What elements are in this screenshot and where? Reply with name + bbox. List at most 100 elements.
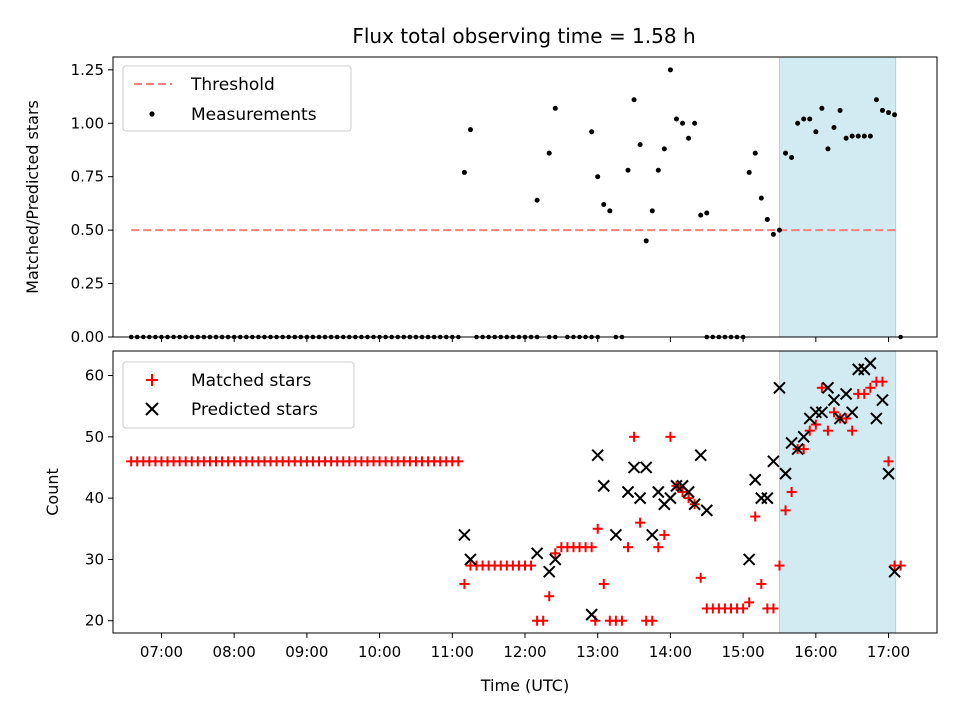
matched-point	[592, 523, 603, 534]
matched-point	[877, 376, 888, 387]
bottom-xtick-label: 07:00	[140, 643, 183, 661]
measurement-point	[595, 174, 601, 180]
measurement-point	[776, 227, 782, 233]
predicted-point	[755, 491, 768, 505]
top-ytick-label: 0.50	[71, 221, 104, 239]
measurement-point	[698, 212, 704, 218]
measurement-point	[849, 133, 855, 139]
predicted-point	[639, 461, 653, 474]
bottom-xtick-label: 14:00	[649, 643, 692, 661]
top-ytick-label: 0.25	[71, 275, 104, 293]
predicted-point	[797, 430, 810, 444]
measurement-point	[855, 133, 861, 139]
measurement-point	[843, 135, 849, 141]
measurement-point	[886, 110, 892, 116]
measurement-point	[631, 97, 637, 103]
bottom-xtick-label: 09:00	[285, 643, 328, 661]
predicted-point	[585, 608, 598, 621]
top-legend-box	[122, 65, 352, 132]
top-legend: Threshold Measurements	[122, 65, 352, 132]
bottom-xtick-label: 11:00	[431, 643, 474, 661]
measurement-point	[807, 116, 813, 122]
matched-point	[883, 456, 894, 467]
matched-point	[659, 529, 670, 540]
predicted-point	[839, 387, 853, 401]
predicted-point	[779, 467, 792, 480]
matched-point	[538, 615, 549, 626]
predicted-point	[652, 485, 665, 499]
top-ytick-label: 0.00	[71, 328, 104, 346]
measurement-point	[692, 120, 698, 126]
legend-matched-swatch	[146, 374, 158, 386]
matched-point	[665, 431, 676, 442]
predicted-point	[749, 473, 762, 486]
measurement-point	[873, 97, 879, 103]
matched-point	[798, 444, 809, 455]
measurement-point	[801, 116, 807, 122]
predicted-point	[633, 491, 647, 505]
matched-point	[459, 578, 470, 589]
measurement-point	[825, 146, 831, 152]
measurement-point	[607, 208, 613, 214]
top-axes-frame	[112, 56, 938, 338]
predicted-point	[530, 547, 544, 560]
predicted-point	[627, 461, 641, 474]
legend-predicted-swatch	[145, 402, 159, 416]
measurement-point	[601, 201, 607, 207]
bottom-ytick-label: 20	[85, 612, 104, 630]
bottom-xtick-label: 15:00	[722, 643, 765, 661]
matched-point	[768, 603, 779, 614]
predicted-point	[888, 565, 901, 578]
matched-point	[635, 517, 646, 528]
measurement-point	[589, 129, 595, 135]
measurement-point	[789, 154, 795, 160]
measurement-point	[461, 169, 467, 175]
matched-point	[786, 487, 797, 497]
matched-point	[616, 615, 627, 626]
predicted-point	[543, 565, 556, 578]
measurement-point	[686, 135, 692, 141]
measurement-point	[661, 146, 667, 152]
predicted-point	[591, 449, 604, 462]
measurement-point	[861, 133, 867, 139]
bottom-ytick-label: 60	[85, 367, 104, 385]
measurement-point	[879, 107, 885, 113]
measurement-point	[795, 120, 801, 126]
measurement-point	[752, 150, 758, 156]
measurement-point	[649, 208, 655, 214]
measurement-point	[783, 150, 789, 156]
matched-point	[623, 542, 633, 553]
matched-point	[695, 572, 706, 583]
measurement-point	[680, 120, 686, 126]
measurement-point	[704, 210, 710, 216]
predicted-point	[609, 528, 623, 542]
matched-point	[780, 505, 791, 516]
bottom-legend-box	[122, 361, 355, 429]
measurement-point	[534, 197, 540, 203]
predicted-point	[646, 528, 659, 542]
predicted-point	[597, 479, 610, 493]
matched-point	[550, 548, 561, 559]
matched-point	[744, 597, 755, 608]
matched-point	[738, 603, 749, 614]
matched-point	[859, 388, 870, 399]
measurement-point	[831, 125, 837, 131]
bottom-xtick-label: 16:00	[794, 643, 837, 661]
measurement-point	[625, 167, 631, 173]
bottom-ytick-label: 50	[85, 428, 104, 446]
observing-span	[779, 56, 897, 338]
measurement-point	[819, 105, 825, 111]
matched-point	[544, 591, 555, 602]
top-ylabel: Matched/Predicted stars	[23, 100, 42, 294]
bottom-xtick-label: 12:00	[503, 643, 546, 661]
matched-point	[653, 542, 664, 553]
matched-point	[774, 560, 785, 571]
bottom-xlabel: Time (UTC)	[480, 676, 569, 695]
top-ytick-label: 0.75	[71, 168, 104, 186]
measurement-point	[764, 216, 770, 222]
predicted-point	[458, 528, 471, 542]
matched-point	[756, 578, 767, 589]
predicted-point	[742, 553, 756, 566]
measurement-point	[813, 129, 819, 135]
